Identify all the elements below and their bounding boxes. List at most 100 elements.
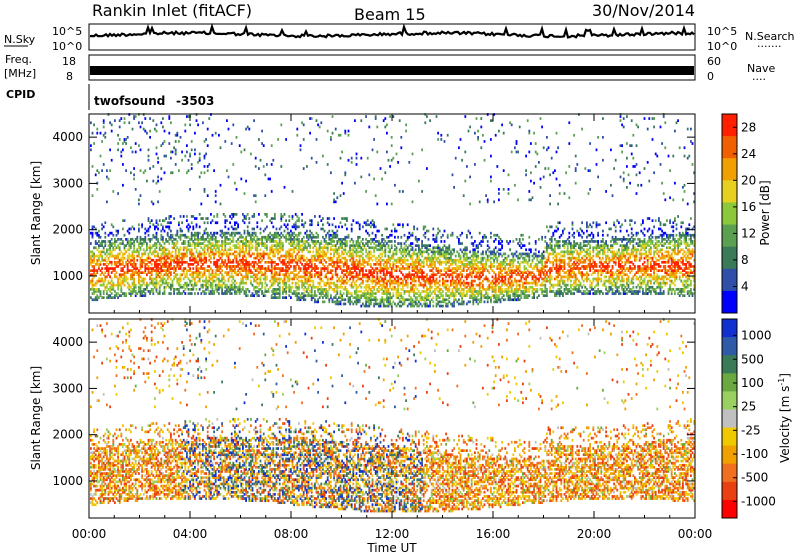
scatter-cell (274, 269, 276, 272)
scatter-cell (403, 233, 406, 237)
scatter-cell (317, 267, 319, 270)
scatter-cell (382, 242, 385, 245)
scatter-cell (410, 244, 412, 247)
scatter-cell (398, 292, 401, 295)
scatter-cell (381, 277, 383, 281)
scatter-cell (360, 119, 363, 122)
scatter-cell (275, 279, 278, 283)
scatter-cell (350, 300, 353, 304)
scatter-cell (277, 138, 279, 141)
scatter-cell (186, 219, 188, 222)
scatter-cell (288, 273, 291, 277)
scatter-cell (298, 265, 300, 268)
scatter-cell (389, 279, 391, 283)
scatter-cell (182, 242, 185, 245)
scatter-cell (230, 213, 233, 216)
scatter-cell (384, 125, 387, 129)
scatter-cell (469, 273, 471, 277)
scatter-cell (480, 244, 483, 247)
scatter-cell (392, 260, 395, 264)
scatter-cell (426, 263, 428, 266)
scatter-cell (134, 271, 137, 274)
scatter-cell (275, 292, 278, 295)
scatter-cell (296, 285, 299, 289)
scatter-cell (258, 271, 260, 274)
scatter-cell (442, 304, 444, 308)
scatter-cell (454, 298, 457, 302)
scatter-cell (122, 142, 124, 145)
scatter-cell (232, 277, 235, 281)
scatter-cell (400, 288, 403, 291)
scatter-cell (218, 252, 220, 256)
scatter-cell (440, 263, 443, 266)
scatter-cell (440, 292, 443, 295)
scatter-cell (355, 271, 358, 274)
scatter-cell (326, 163, 329, 166)
scatter-cell (173, 275, 175, 279)
scatter-cell (408, 265, 411, 268)
scatter-cell (466, 254, 468, 258)
scatter-cell (384, 265, 387, 268)
scatter-cell (173, 265, 175, 268)
scatter-cell (424, 244, 427, 247)
scatter-cell (162, 125, 164, 129)
scatter-cell (408, 161, 411, 164)
scatter-cell (251, 260, 254, 264)
scatter-cell (438, 283, 441, 287)
scatter-cell (173, 256, 175, 260)
scatter-cell (181, 254, 183, 258)
scatter-cell (285, 269, 287, 272)
scatter-cell (362, 273, 364, 277)
scatter-cell (251, 238, 254, 241)
scatter-cell (448, 267, 451, 270)
scatter-cell (421, 240, 423, 243)
scatter-cell (320, 267, 323, 270)
scatter-cell (317, 221, 319, 225)
scatter-cell (381, 233, 383, 237)
scatter-cell (101, 223, 103, 227)
scatter-cell (443, 283, 446, 287)
scatter-cell (147, 260, 150, 264)
scatter-cell (344, 129, 347, 133)
scatter-cell (293, 231, 295, 235)
scatter-cell (402, 260, 404, 264)
scatter-cell (150, 273, 153, 277)
scatter-cell (246, 273, 249, 277)
scatter-cell (214, 265, 217, 268)
scatter-cell (386, 304, 388, 308)
scatter-cell (410, 273, 412, 277)
scatter-cell (139, 265, 142, 268)
scatter-cell (133, 290, 135, 293)
scatter-cell (117, 296, 119, 299)
scatter-cell (162, 265, 164, 268)
scatter-cell (288, 267, 291, 270)
scatter-cell (173, 269, 175, 272)
scatter-cell (304, 285, 307, 289)
scatter-cell (224, 283, 227, 287)
scatter-cell (432, 233, 435, 237)
scatter-cell (115, 229, 118, 233)
scatter-cell (165, 269, 167, 272)
scatter-cell (189, 281, 191, 285)
scatter-cell (243, 148, 246, 152)
scatter-cell (198, 279, 201, 283)
scatter-cell (434, 281, 436, 285)
scatter-cell (192, 242, 195, 245)
scatter-cell (438, 250, 441, 254)
scatter-cell (163, 246, 166, 250)
scatter-cell (94, 227, 97, 231)
scatter-cell (381, 177, 383, 181)
scatter-cell (104, 235, 107, 239)
scatter-cell (390, 269, 393, 272)
scatter-cell (346, 277, 348, 281)
scatter-cell (280, 219, 283, 222)
scatter-cell (342, 279, 345, 283)
scatter-cell (310, 260, 313, 264)
scatter-cell (402, 254, 404, 258)
scatter-cell (403, 246, 406, 250)
scatter-cell (398, 190, 401, 193)
scatter-cell (336, 283, 339, 287)
scatter-cell (232, 258, 235, 262)
scatter-cell (416, 252, 419, 256)
scatter-cell (301, 292, 303, 295)
